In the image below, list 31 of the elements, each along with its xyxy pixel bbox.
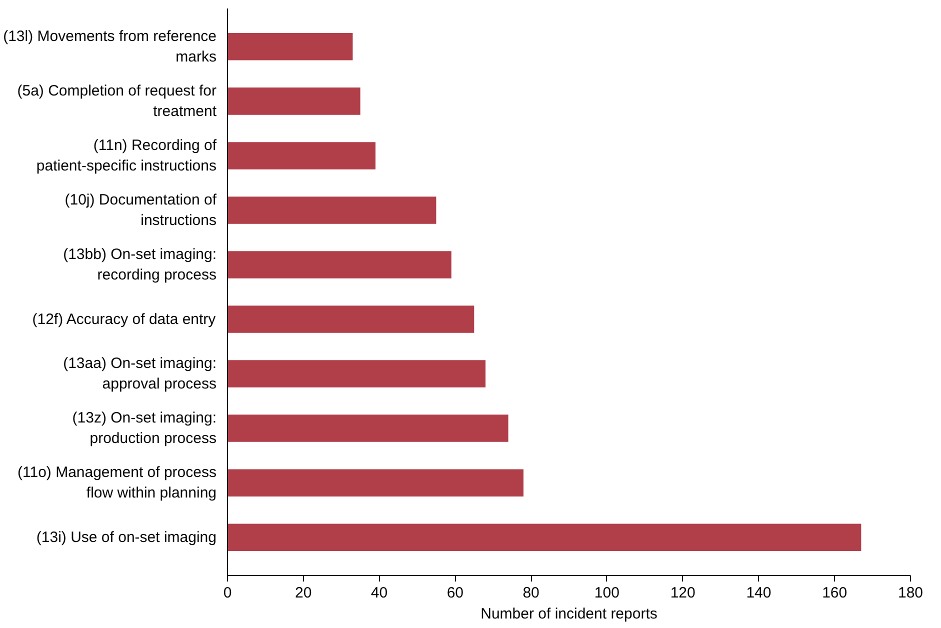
y-tick-label: (13z) On-set imaging: production process xyxy=(72,410,217,447)
x-tick-label: 80 xyxy=(522,584,540,602)
y-tick-label: (13aa) On-set imaging: approval process xyxy=(63,355,217,392)
bar xyxy=(228,33,353,60)
x-tick-label: 180 xyxy=(898,584,924,602)
bar xyxy=(228,306,474,333)
x-tick-label: 100 xyxy=(594,584,620,602)
y-tick-label: (10j) Documentation of instructions xyxy=(64,192,218,229)
x-tick-label: 60 xyxy=(446,584,464,602)
bar xyxy=(228,251,452,278)
x-tick-label: 40 xyxy=(370,584,388,602)
bar xyxy=(228,88,360,115)
y-tick-label: (5a) Completion of request for treatment xyxy=(17,82,218,120)
y-tick-label: (13l) Movements from reference marks xyxy=(3,28,217,66)
x-tick-label: 160 xyxy=(822,584,848,602)
bar xyxy=(228,469,524,496)
y-tick-label: (13bb) On-set imaging: recording process xyxy=(63,246,217,284)
x-tick-label: 120 xyxy=(670,584,696,602)
bar xyxy=(228,360,486,388)
bar xyxy=(228,142,376,170)
y-tick-label: (12f) Accuracy of data entry xyxy=(32,310,216,328)
x-tick-label: 140 xyxy=(746,584,772,602)
bar xyxy=(228,524,862,551)
x-tick-label: 20 xyxy=(295,584,312,602)
bar xyxy=(228,414,508,442)
y-tick-label: (13i) Use of on-set imaging xyxy=(36,528,217,546)
y-tick-label: (11o) Management of process flow within planning xyxy=(18,464,217,502)
x-axis-title: Number of incident reports xyxy=(480,606,658,622)
bar xyxy=(228,196,436,224)
x-tick-label: 0 xyxy=(223,584,232,602)
y-tick-label: (11n) Recording of patient-specific instructions xyxy=(36,137,218,174)
